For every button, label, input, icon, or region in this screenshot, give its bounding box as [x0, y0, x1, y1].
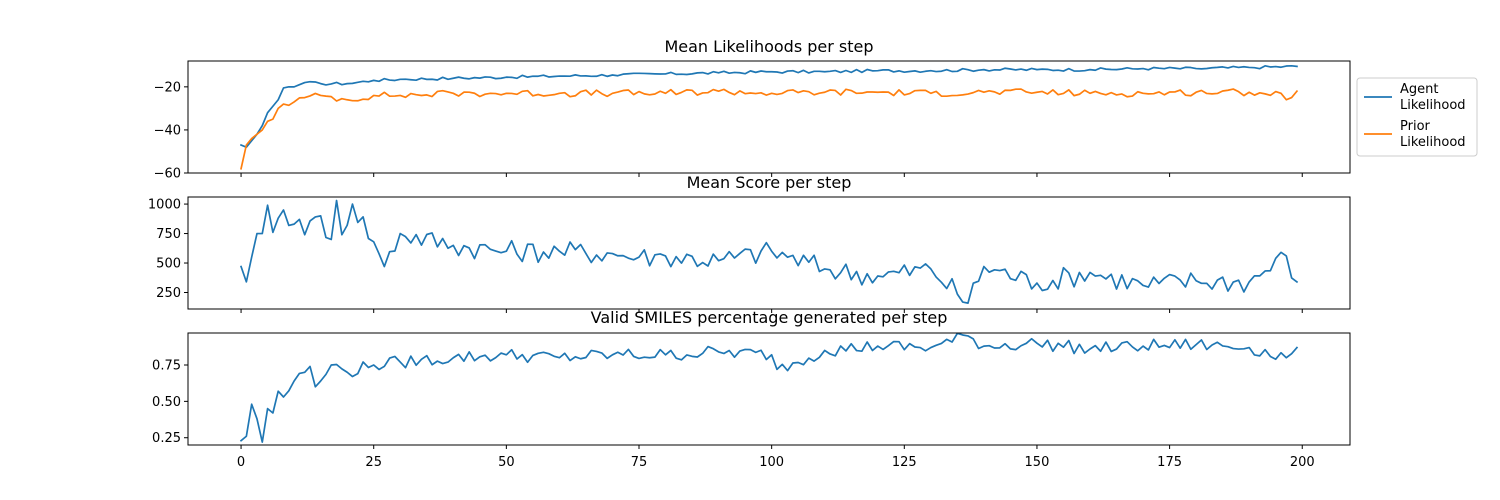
panel-valid-smiles: Valid SMILES percentage generated per st…: [152, 308, 1351, 471]
panel-score: Mean Score per step 250 500 750 1000: [148, 173, 1351, 313]
panel-title: Mean Score per step: [687, 173, 852, 192]
tick-layer: 0.25 0.50 0.75 0 25 50 75 100 125 150 175 200: [152, 359, 1315, 471]
x-tick-label: 25: [365, 455, 382, 470]
x-tick-label: 100: [759, 455, 784, 470]
y-tick-label: −40: [154, 123, 181, 138]
legend-label-prior: Prior Likelihood: [1400, 119, 1466, 150]
series-layer: [239, 332, 1299, 443]
x-tick-label: 125: [892, 455, 917, 470]
legend: Agent Likelihood Prior Likelihood: [1356, 77, 1478, 157]
axes-frame: [187, 332, 1351, 446]
panel-title: Valid SMILES percentage generated per st…: [591, 308, 948, 327]
x-tick-label: 0: [237, 455, 245, 470]
x-tick-label: 50: [498, 455, 515, 470]
tick-layer: −60 −40 −20: [154, 80, 1303, 182]
panel-title: Mean Likelihoods per step: [664, 37, 873, 56]
x-tick-label: 150: [1025, 455, 1050, 470]
y-tick-label: −20: [154, 80, 181, 95]
x-tick-label: 175: [1157, 455, 1182, 470]
y-tick-label: 750: [156, 227, 181, 242]
series-line-1: [239, 332, 1299, 443]
y-tick-label: 0.25: [152, 431, 181, 446]
y-tick-label: 250: [156, 286, 181, 301]
series-line-1: [239, 64, 1298, 148]
series-layer: [239, 64, 1299, 170]
legend-label-agent: Agent Likelihood: [1400, 82, 1466, 113]
y-tick-label: −60: [154, 167, 181, 182]
series-layer: [239, 199, 1299, 304]
y-tick-label: 1000: [148, 198, 181, 213]
x-tick-label: 200: [1290, 455, 1315, 470]
axes-frame: [187, 196, 1351, 310]
series-line-1: [239, 199, 1299, 304]
x-tick-label: 75: [631, 455, 648, 470]
tick-layer: 250 500 750 1000: [148, 198, 1303, 313]
y-tick-label: 500: [156, 257, 181, 272]
series-line-2: [240, 88, 1299, 170]
y-tick-label: 0.50: [152, 395, 181, 410]
y-tick-label: 0.75: [152, 359, 181, 374]
panel-likelihoods: Mean Likelihoods per step −60 −40 −20: [154, 37, 1351, 182]
axes-frame: [187, 60, 1351, 174]
